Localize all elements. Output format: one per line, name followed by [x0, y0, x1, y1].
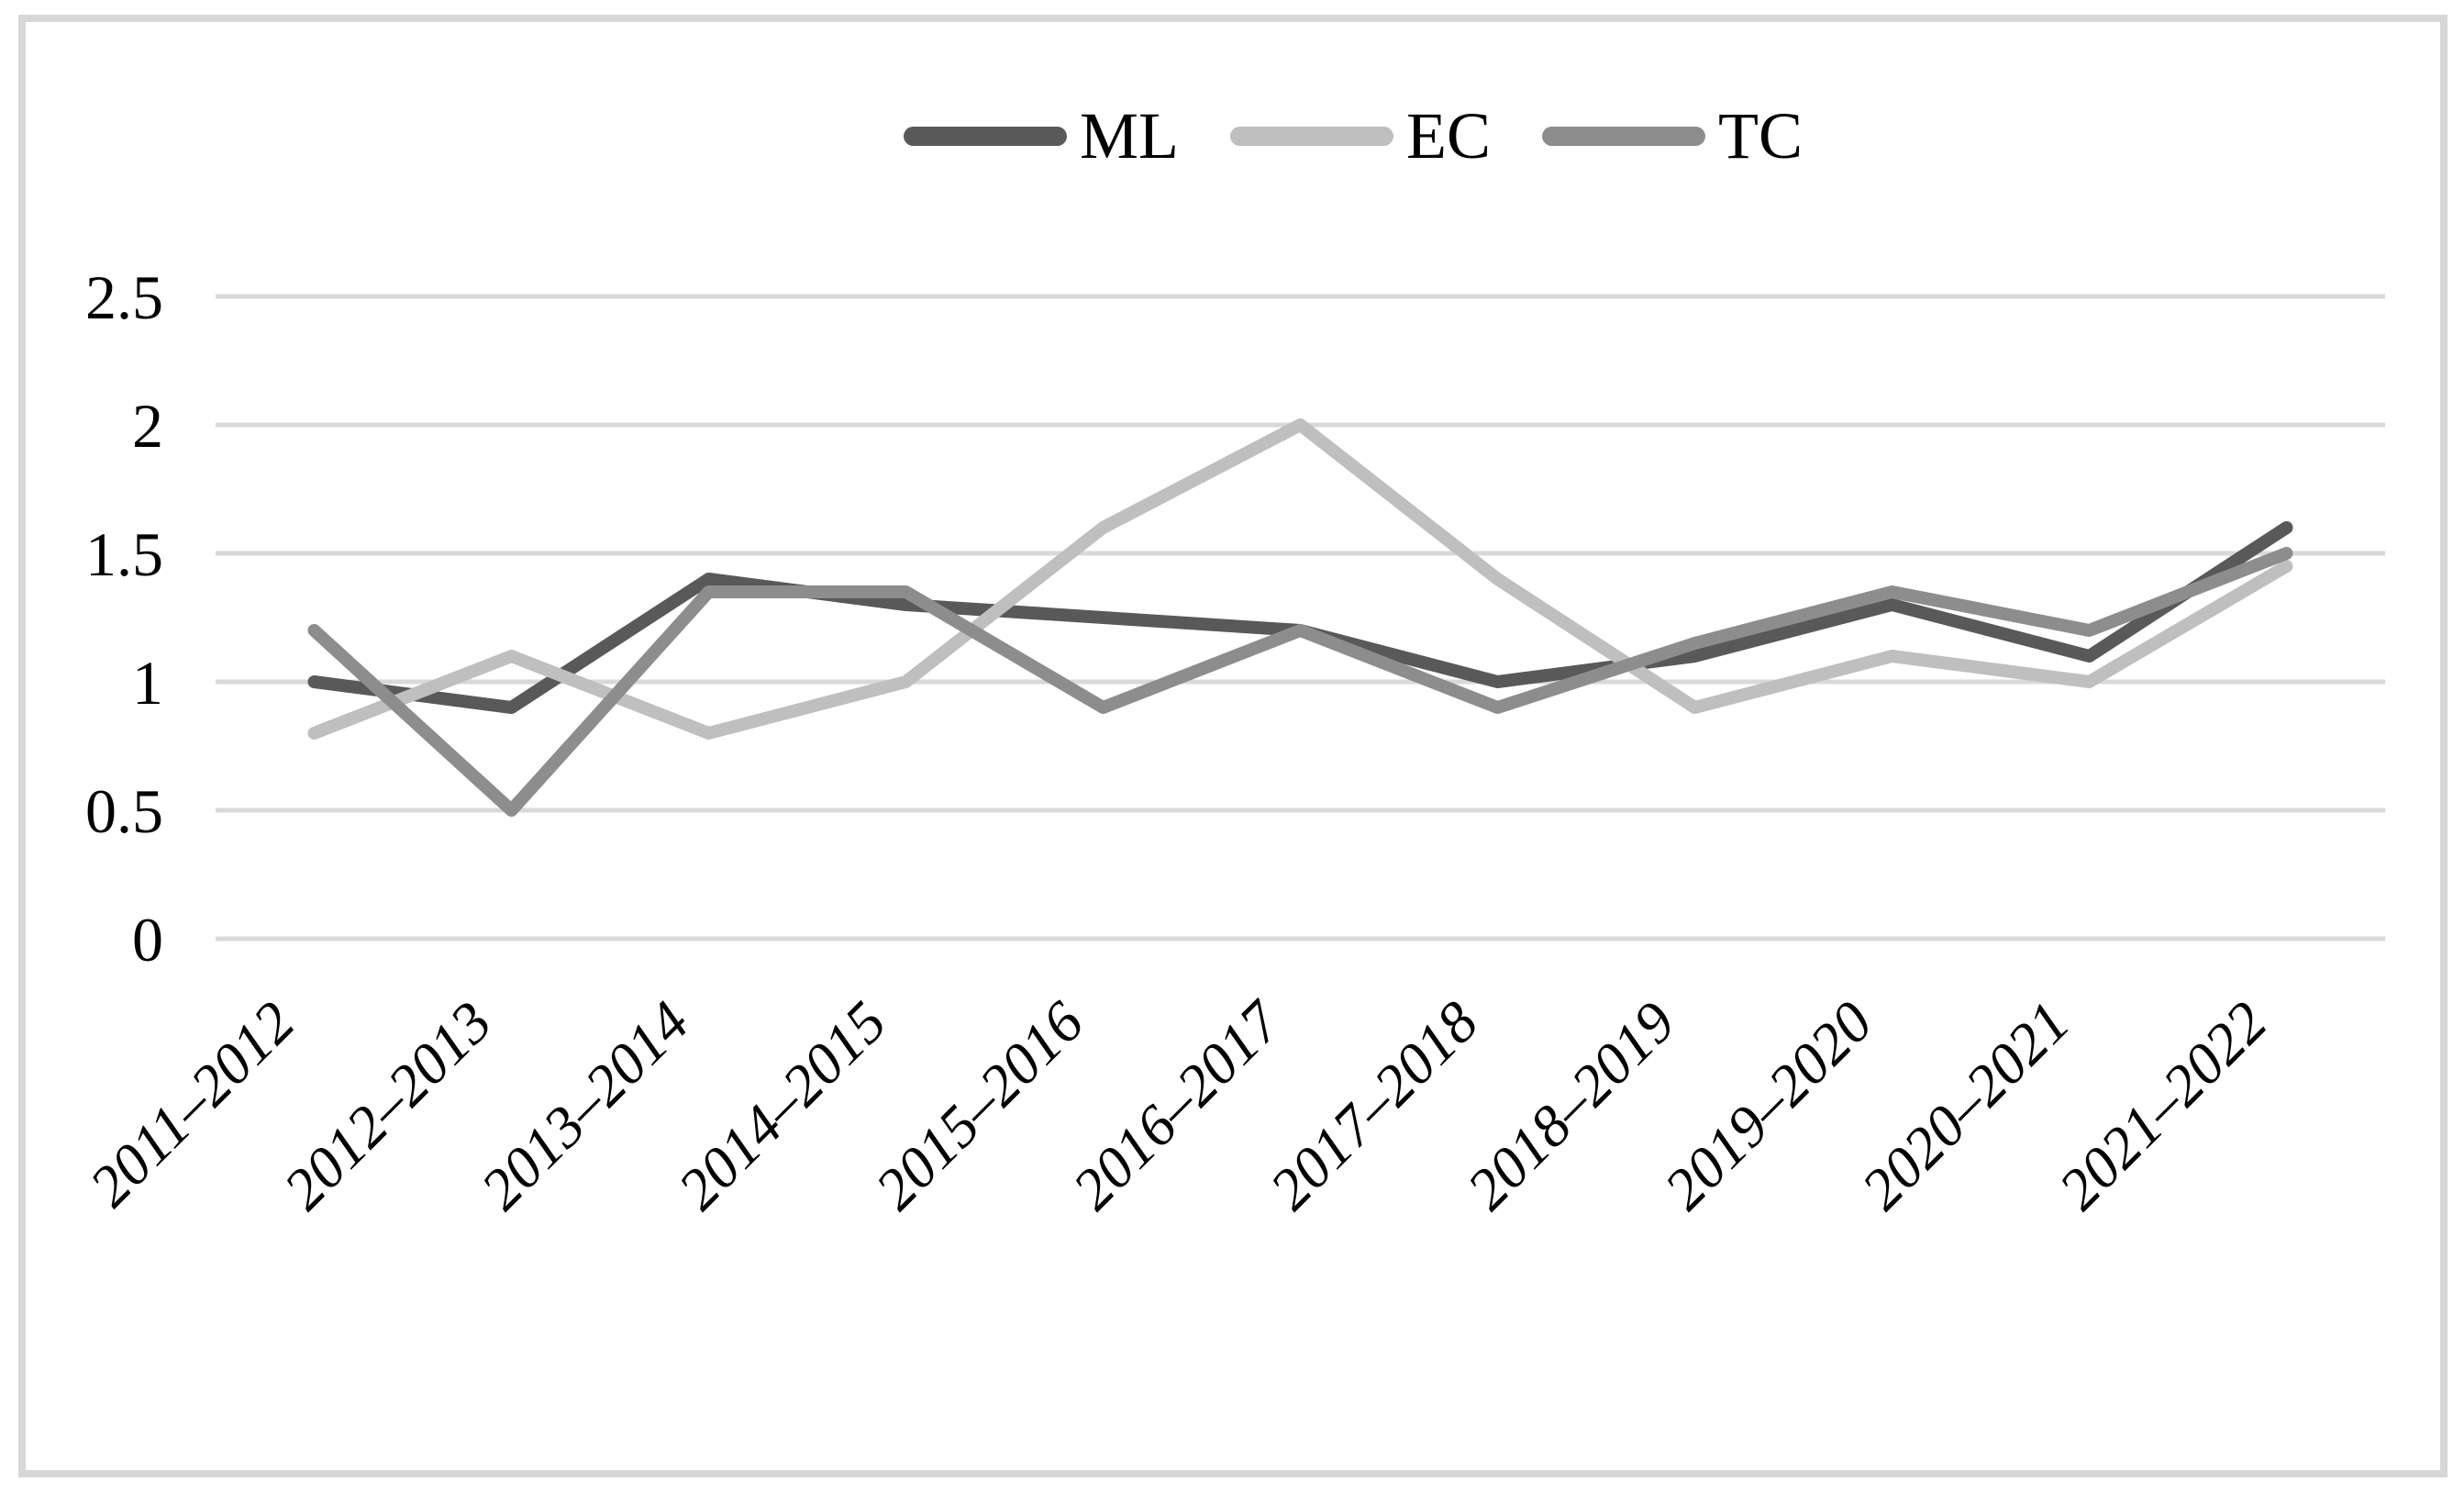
legend-swatch-ml-icon — [903, 126, 1067, 146]
x-axis-category-label: 2020–2021 — [1849, 989, 2082, 1222]
y-axis-tick-label: 0.5 — [85, 776, 163, 846]
legend-swatch-ec-icon — [1229, 126, 1393, 146]
y-axis-tick-label: 0 — [132, 905, 163, 975]
y-axis-tick-label: 2.5 — [85, 262, 163, 332]
x-axis-category-label: 2011–2012 — [77, 989, 306, 1219]
x-axis-category-label: 2017–2018 — [1258, 989, 1491, 1222]
legend-label-ml: ML — [1079, 99, 1179, 173]
y-axis-tick-label: 1 — [132, 648, 163, 718]
series-line-ec — [307, 418, 2293, 740]
series-line-tc — [307, 547, 2293, 817]
x-axis-category-label: 2013–2014 — [469, 989, 702, 1222]
legend-label-tc: TC — [1718, 99, 1804, 173]
x-axis-category-label: 2012–2013 — [272, 989, 505, 1222]
legend-swatch-tc-icon — [1542, 126, 1705, 146]
legend-label-ec: EC — [1405, 99, 1491, 173]
legend-item-ml: ML — [903, 99, 1179, 173]
x-axis-category-label: 2016–2017 — [1060, 987, 1295, 1222]
x-axis-category-label: 2014–2015 — [666, 989, 899, 1222]
chart-legend: ML EC TC — [121, 103, 2464, 169]
x-axis-category-label: 2019–2020 — [1652, 989, 1885, 1222]
legend-item-tc: TC — [1542, 103, 1803, 169]
x-axis-category-label: 2018–2019 — [1455, 989, 1688, 1222]
x-axis-category-label: 2021–2022 — [2047, 989, 2280, 1222]
y-axis-tick-label: 1.5 — [85, 519, 163, 589]
y-axis-tick-label: 2 — [132, 391, 163, 461]
legend-item-ec: EC — [1229, 99, 1491, 173]
x-axis-category-label: 2015–2016 — [863, 989, 1096, 1222]
